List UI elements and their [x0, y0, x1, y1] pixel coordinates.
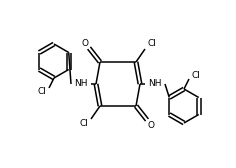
Text: Cl: Cl	[38, 88, 46, 96]
Text: O: O	[148, 120, 155, 130]
Text: Cl: Cl	[148, 39, 156, 49]
Text: O: O	[81, 38, 88, 48]
Text: NH: NH	[148, 79, 162, 89]
Text: Cl: Cl	[80, 119, 88, 129]
Text: Cl: Cl	[192, 71, 200, 79]
Text: NH: NH	[74, 79, 88, 89]
